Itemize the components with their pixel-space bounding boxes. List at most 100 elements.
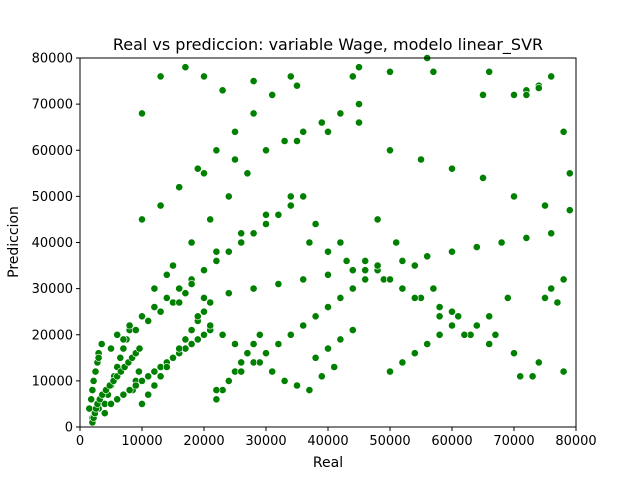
data-point [336, 109, 345, 118]
y-tick-label: 30000 [32, 282, 73, 297]
data-point [125, 321, 134, 330]
data-point [87, 395, 96, 404]
data-point [187, 280, 196, 288]
data-point [156, 307, 165, 316]
data-point [348, 284, 357, 293]
data-point [162, 293, 171, 302]
y-tick-label: 40000 [32, 236, 73, 251]
data-point [212, 146, 221, 155]
data-point [286, 330, 295, 339]
data-point [503, 293, 512, 302]
data-point [386, 367, 394, 376]
data-point [150, 303, 159, 311]
x-tick-label: 80000 [555, 434, 596, 449]
data-point [249, 109, 258, 118]
data-point [94, 353, 103, 362]
data-point [206, 215, 215, 224]
data-point [336, 335, 345, 344]
data-point [156, 72, 165, 81]
data-point [255, 358, 264, 367]
data-point [423, 340, 432, 348]
data-point [89, 376, 98, 385]
data-point [528, 372, 537, 381]
y-tick-label: 50000 [32, 190, 73, 205]
data-point [361, 256, 370, 265]
data-point [224, 247, 233, 256]
data-point [262, 210, 270, 219]
data-point [355, 100, 363, 108]
data-point [541, 201, 549, 210]
x-tick-label: 60000 [431, 434, 472, 449]
data-point [410, 261, 419, 270]
data-point [175, 183, 184, 192]
data-point [268, 367, 277, 376]
data-point [472, 321, 481, 330]
data-point [249, 340, 258, 348]
data-point [162, 270, 171, 279]
data-point [119, 335, 128, 344]
data-point [286, 201, 295, 210]
data-point [169, 353, 177, 362]
data-point [280, 376, 289, 385]
data-point [398, 358, 407, 367]
data-point [324, 303, 332, 311]
data-point [559, 367, 568, 376]
data-point [317, 118, 326, 127]
data-point [280, 137, 289, 145]
x-tick-label: 20000 [183, 434, 224, 449]
data-point [435, 303, 444, 311]
data-point [355, 118, 363, 127]
data-points [85, 54, 574, 427]
data-point [293, 137, 301, 145]
data-point [386, 67, 394, 76]
data-point [410, 349, 419, 358]
data-point [348, 326, 357, 334]
data-point [429, 67, 438, 76]
data-point [249, 229, 258, 238]
data-point [268, 91, 277, 99]
data-point [373, 215, 382, 224]
data-point [224, 192, 233, 201]
data-point [231, 340, 239, 348]
data-point [342, 256, 351, 265]
data-point [212, 247, 221, 256]
x-tick-label: 0 [76, 434, 84, 449]
data-point [448, 247, 456, 256]
data-point [423, 252, 432, 261]
data-point [336, 238, 345, 247]
data-point [299, 321, 308, 330]
data-point [534, 84, 543, 92]
y-tick-label: 70000 [32, 98, 73, 113]
data-point [324, 247, 332, 256]
data-point [150, 367, 159, 376]
data-point [541, 293, 549, 302]
data-point [324, 127, 332, 136]
data-point [135, 344, 144, 353]
data-point [138, 312, 146, 321]
data-point [317, 372, 326, 381]
data-point [534, 358, 543, 367]
data-point [193, 312, 202, 321]
data-point [311, 220, 320, 228]
data-point [113, 395, 122, 404]
data-point [448, 321, 456, 330]
data-point [324, 344, 332, 353]
data-point [547, 72, 556, 81]
data-point [107, 344, 115, 353]
data-point [491, 330, 500, 339]
data-point [485, 67, 494, 76]
data-point [429, 284, 438, 293]
data-point [324, 270, 332, 279]
data-point [134, 367, 143, 376]
data-point [553, 298, 562, 307]
data-point [131, 326, 140, 334]
x-axis-ticks: 0 10000 20000 30000 40000 50000 60000 70000 8000… [76, 427, 597, 449]
data-point [336, 293, 345, 302]
data-point [274, 280, 283, 288]
data-point [150, 284, 159, 293]
data-point [212, 395, 221, 404]
data-point [361, 266, 370, 275]
data-point [100, 409, 109, 418]
y-axis-ticks: 0 10000 20000 30000 40000 50000 60000 70000 8000… [32, 52, 80, 436]
data-point [510, 192, 518, 201]
